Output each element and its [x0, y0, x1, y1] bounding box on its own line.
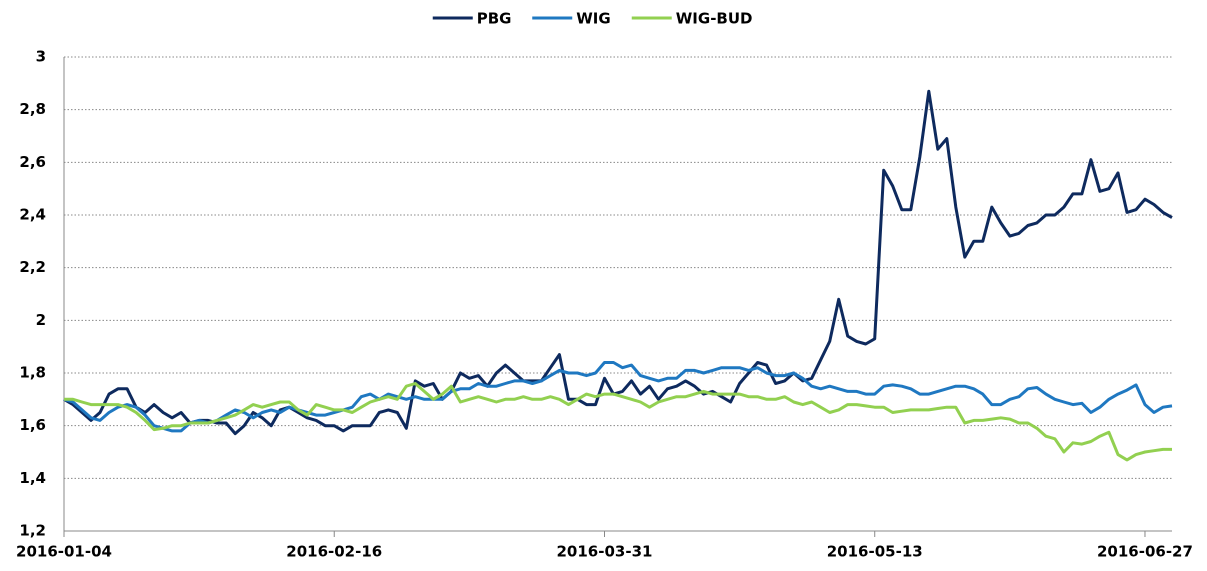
x-tick-label: 2016-01-04 — [16, 543, 112, 561]
y-tick-label: 3 — [36, 48, 46, 66]
y-tick-label: 1,2 — [19, 522, 46, 540]
y-tick-label: 2,2 — [19, 258, 46, 276]
y-tick-label: 1,8 — [19, 364, 46, 382]
x-tick-label: 2016-06-27 — [1097, 543, 1193, 561]
legend-label: WIG-BUD — [676, 10, 753, 28]
x-tick-label: 2016-02-16 — [286, 543, 382, 561]
y-tick-label: 2,8 — [19, 100, 46, 118]
y-tick-label: 1,4 — [19, 469, 46, 487]
legend-label: WIG — [576, 10, 610, 28]
y-tick-label: 1,6 — [19, 416, 46, 434]
y-tick-label: 2,6 — [19, 153, 46, 171]
series-line — [63, 89, 1173, 436]
x-tick-label: 2016-03-31 — [557, 543, 653, 561]
x-tick-label: 2016-05-13 — [827, 543, 923, 561]
series-line — [63, 361, 1173, 433]
series-line — [64, 382, 1172, 462]
y-tick-label: 2,4 — [19, 206, 46, 224]
y-tick-label: 2 — [36, 311, 46, 329]
legend-label: PBG — [477, 10, 512, 28]
